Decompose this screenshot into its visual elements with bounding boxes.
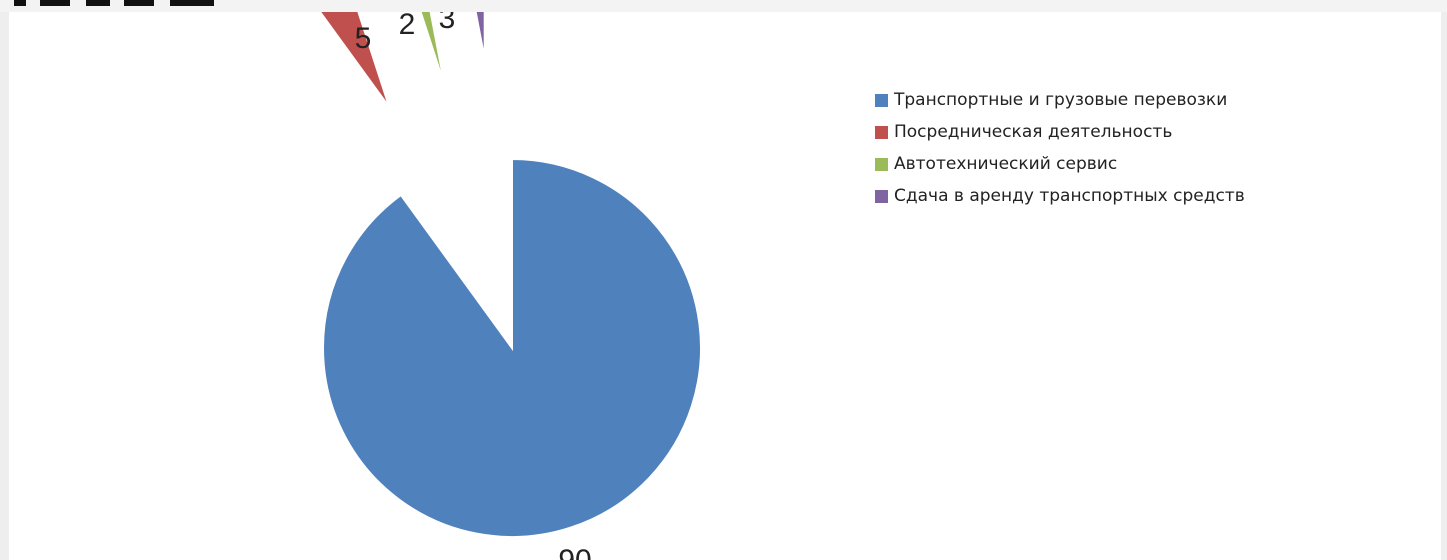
pie-data-label: 3 bbox=[439, 12, 456, 35]
pie-data-label: 2 bbox=[399, 12, 416, 41]
legend-item-brokerage: Посредническая деятельность bbox=[875, 116, 1395, 148]
cropped-heading-fragment bbox=[86, 0, 110, 6]
cropped-heading-fragment bbox=[14, 0, 26, 6]
pie-data-label: 5 bbox=[355, 22, 372, 55]
legend: Транспортные и грузовые перевозки Посред… bbox=[875, 84, 1395, 212]
pie-slice-transport bbox=[322, 157, 702, 538]
pie-slice-auto-service bbox=[419, 12, 446, 87]
pie-slice-brokerage bbox=[318, 12, 391, 109]
pie-chart: 90 523 bbox=[318, 12, 702, 560]
legend-label: Автотехнический сервис bbox=[894, 154, 1118, 174]
legend-item-vehicle-rental: Сдача в аренду транспортных средств bbox=[875, 180, 1395, 212]
cropped-heading-fragment bbox=[40, 0, 70, 6]
legend-swatch bbox=[875, 189, 888, 203]
legend-label: Посредническая деятельность bbox=[894, 122, 1173, 142]
pie-slice-vehicle-rental bbox=[474, 12, 486, 60]
cropped-heading-fragment bbox=[124, 0, 154, 6]
legend-label: Транспортные и грузовые перевозки bbox=[894, 90, 1228, 110]
cropped-heading-strip bbox=[0, 0, 1447, 12]
pie-slices bbox=[318, 12, 702, 538]
chart-area: 90 523 Транспортные и грузовые перевозки … bbox=[9, 12, 1441, 560]
pie-data-labels: 90 523 bbox=[355, 12, 592, 560]
legend-swatch bbox=[875, 93, 888, 107]
legend-item-auto-service: Автотехнический сервис bbox=[875, 148, 1395, 180]
legend-swatch bbox=[875, 125, 888, 139]
legend-label: Сдача в аренду транспортных средств bbox=[894, 186, 1245, 206]
legend-item-transport: Транспортные и грузовые перевозки bbox=[875, 84, 1395, 116]
legend-swatch bbox=[875, 157, 888, 171]
cropped-heading-fragment bbox=[170, 0, 214, 6]
pie-data-label: 90 bbox=[558, 544, 591, 560]
